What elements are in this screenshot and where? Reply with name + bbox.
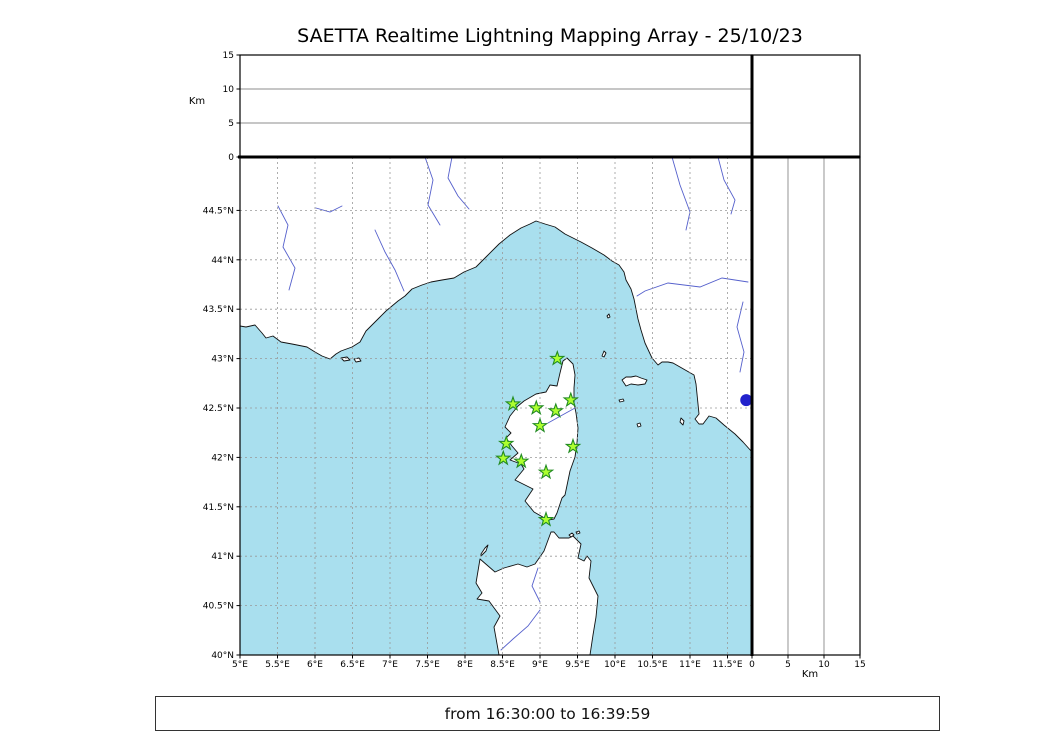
island-gorgona — [606, 313, 611, 319]
river — [315, 205, 343, 213]
lon-tick-label: 5.5°E — [265, 660, 290, 670]
station-marker — [537, 463, 555, 480]
alt-tick-label-right: 15 — [854, 660, 865, 670]
lon-tick-label: 6.5°E — [340, 660, 365, 670]
river-layer — [277, 157, 749, 651]
river — [671, 157, 691, 231]
map-content — [240, 157, 752, 655]
lon-tick-label: 11.5°E — [712, 660, 743, 670]
alt-tick-label-right: 10 — [818, 660, 830, 670]
island-sardinia — [475, 531, 599, 655]
lon-tick-label: 11°E — [679, 660, 701, 670]
river — [736, 301, 745, 373]
lat-tick-label: 43.5°N — [203, 305, 234, 315]
island-pianosa — [618, 398, 625, 403]
lon-tick-label: 5°E — [232, 660, 248, 670]
lon-tick-label: 8.5°E — [490, 660, 515, 670]
station-marker — [531, 417, 549, 433]
corner-panel-border — [751, 54, 861, 158]
figure-title: SAETTA Realtime Lightning Mapping Array … — [297, 25, 803, 47]
island-giglio — [679, 417, 685, 426]
lat-tick-label: 41°N — [211, 552, 234, 562]
caption-text: from 16:30:00 to 16:39:59 — [444, 704, 651, 723]
lat-tick-label: 42°N — [211, 453, 234, 463]
river — [500, 609, 541, 651]
island-corsica — [504, 357, 579, 521]
lon-tick-label: 9°E — [532, 660, 548, 670]
lon-tick-label: 10°E — [604, 660, 626, 670]
river — [636, 277, 749, 297]
right-panel-border — [751, 156, 861, 656]
lat-tick-label: 41.5°N — [203, 503, 234, 513]
alt-tick-label-top: 10 — [223, 85, 235, 95]
alt-tick-label-top: 15 — [223, 51, 234, 61]
alt-tick-label-right: 0 — [749, 660, 755, 670]
station-marker — [537, 510, 555, 527]
axis-ticks: 5°E 5.5°E 6°E 6.5°E 7°E 7.5°E 8°E 8.5°E 9°E 9.5°E… — [203, 51, 866, 670]
river — [447, 157, 470, 210]
lon-tick-label: 10.5°E — [637, 660, 668, 670]
island-elba — [621, 375, 648, 387]
island-capraia — [601, 350, 607, 358]
detection-dot — [740, 394, 752, 407]
km-label-right: Km — [802, 669, 818, 680]
river — [374, 229, 405, 292]
station-marker — [497, 434, 515, 451]
river — [424, 157, 441, 226]
island-montecristo — [636, 422, 642, 428]
lon-tick-label: 8°E — [457, 660, 473, 670]
station-marker — [564, 437, 582, 454]
station-marker — [549, 349, 566, 366]
land-layer — [240, 157, 752, 655]
lat-tick-label: 44.5°N — [203, 206, 234, 216]
altitude-panel-border — [239, 54, 753, 158]
station-marker — [512, 452, 530, 469]
station-marker — [495, 449, 512, 466]
station-marker — [504, 395, 522, 412]
lon-tick-label: 7°E — [382, 660, 398, 670]
coastline-mainland-france-italy — [240, 157, 752, 453]
island-maddalena-1 — [568, 532, 575, 538]
lat-tick-label: 43°N — [211, 355, 234, 365]
river — [717, 157, 736, 215]
river — [547, 407, 576, 424]
caption-box: from 16:30:00 to 16:39:59 — [155, 696, 940, 731]
station-marker — [562, 391, 579, 408]
station-marker — [528, 399, 545, 416]
lat-tick-label: 40.5°N — [203, 602, 234, 612]
river — [277, 205, 296, 291]
island-maddalena-2 — [575, 530, 581, 535]
station-marker — [547, 402, 565, 418]
km-label-top: Km — [189, 96, 205, 107]
lat-tick-label: 42.5°N — [203, 404, 234, 414]
lon-tick-label: 6°E — [307, 660, 323, 670]
river — [531, 567, 541, 603]
panel-gridlines — [240, 88, 825, 655]
lat-tick-label: 44°N — [211, 256, 234, 266]
alt-tick-label-right: 5 — [785, 660, 791, 670]
island-asinara — [480, 544, 489, 557]
alt-tick-label-top: 0 — [228, 153, 234, 163]
alt-tick-label-top: 5 — [228, 119, 234, 129]
lon-tick-label: 7.5°E — [415, 660, 440, 670]
lat-tick-label: 40°N — [211, 651, 234, 661]
map-gridlines — [240, 157, 752, 655]
station-markers — [495, 349, 752, 527]
lon-tick-label: 9.5°E — [565, 660, 590, 670]
